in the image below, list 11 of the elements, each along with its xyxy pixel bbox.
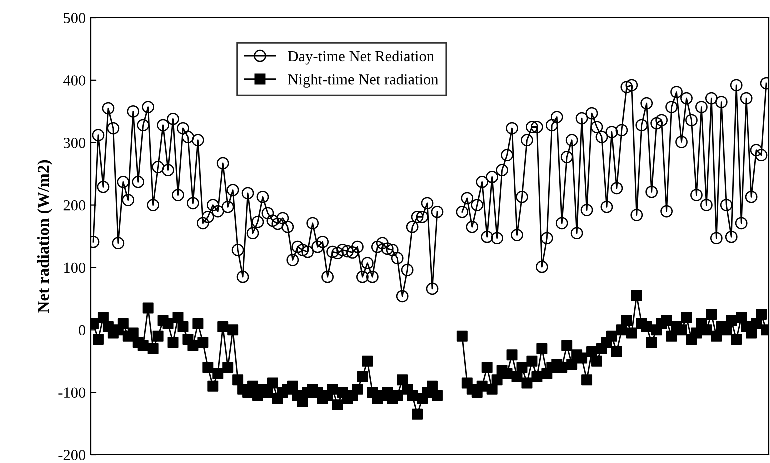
y-tick-label: -100 — [58, 388, 86, 398]
y-axis-title: Net radiation (W/m2) — [37, 160, 53, 314]
y-tick-label: 100 — [64, 262, 86, 274]
y-tick-label: 500 — [64, 13, 86, 24]
y-tick-label: 400 — [64, 76, 86, 86]
y-tick-label: 0 — [79, 325, 86, 336]
y-tick-label: 200 — [64, 200, 86, 211]
legend-label: Day-time Net Rediation — [288, 50, 434, 65]
y-tick-label: -200 — [58, 450, 86, 460]
legend-label: Night-time Net radiation — [288, 74, 439, 88]
y-tick-label: 300 — [64, 138, 86, 148]
